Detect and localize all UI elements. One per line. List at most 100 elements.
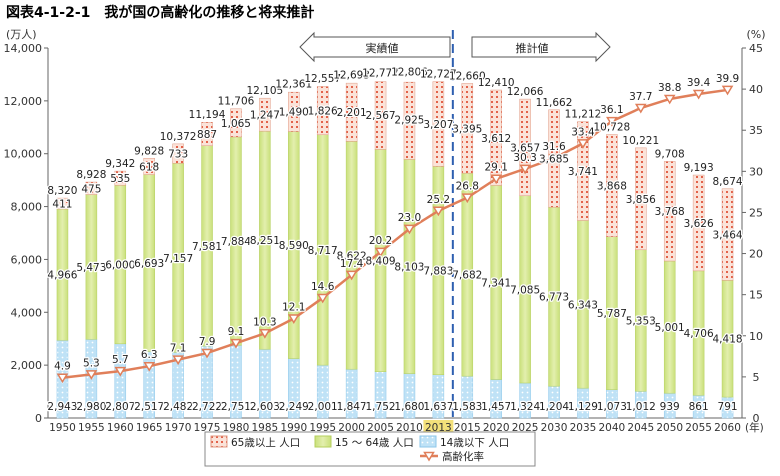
child-value-label: 2,482 [163, 401, 193, 413]
aging-rate-label: 26.8 [456, 181, 479, 193]
working-age-value-label: 6,773 [539, 292, 569, 304]
aging-rate-label: 36.1 [600, 104, 623, 116]
elderly-value-label: 535 [110, 173, 130, 185]
child-value-label: 2,751 [221, 401, 251, 413]
child-value-label: 2,001 [308, 401, 338, 413]
legend-line-marker [423, 451, 435, 462]
bar-elderly [374, 81, 387, 150]
elderly-value-label: 1,490 [279, 106, 309, 118]
total-label: 12,660 [449, 70, 486, 82]
bar-elderly [259, 97, 271, 132]
child-value-label: 1,583 [452, 401, 482, 413]
working-age-value-label: 8,590 [279, 240, 309, 252]
aging-rate-label: 38.8 [658, 82, 681, 94]
aging-rate-point [172, 355, 184, 366]
x-unit-label: (年) [745, 421, 764, 434]
x-tick-label: 2013 [425, 422, 452, 434]
aging-rate-point [519, 164, 531, 175]
y-right-tick-label: 15 [749, 289, 763, 302]
elderly-value-label: 2,925 [394, 115, 424, 127]
child-value-label: 1,752 [366, 401, 396, 413]
aging-rate-label: 23.0 [398, 212, 421, 224]
y-right-tick-label: 20 [749, 248, 763, 261]
aging-rate-label: 12.1 [282, 302, 305, 314]
working-age-value-label: 4,418 [713, 334, 743, 346]
aging-rate-label: 17.4 [340, 258, 364, 270]
bar-elderly [316, 86, 329, 135]
bar-elderly [490, 89, 502, 186]
x-highlight-box [423, 420, 454, 434]
bar-elderly [172, 143, 184, 164]
child-value-label: 1,012 [626, 401, 656, 413]
child-value-label: 2,722 [192, 401, 222, 413]
x-tick-label: 1955 [78, 422, 105, 434]
working-age-value-label: 7,581 [192, 241, 222, 253]
total-label: 12,105 [247, 85, 284, 97]
working-age-value-label: 8,103 [394, 262, 424, 274]
bar-elderly [461, 83, 474, 174]
y-right-tick-label: 0 [753, 412, 760, 425]
total-label: 8,674 [713, 176, 743, 188]
x-tick-label: 1970 [165, 422, 192, 434]
child-value-label: 1,204 [539, 401, 569, 413]
total-label: 8,928 [76, 169, 106, 181]
child-value-label: 2,603 [250, 401, 280, 413]
elderly-value-label: 3,207 [423, 119, 453, 131]
aging-rate-point [548, 153, 560, 164]
aging-rate-point [692, 89, 705, 100]
elderly-value-label: 1,826 [308, 105, 338, 117]
working-age-value-label: 5,473 [76, 262, 106, 274]
working-age-value-label: 4,966 [47, 270, 77, 282]
aging-rate-point [345, 270, 358, 281]
total-label: 12,361 [275, 78, 312, 90]
aging-rate-label: 6.3 [141, 349, 158, 361]
elderly-value-label: 3,868 [597, 181, 627, 193]
aging-rate-line [62, 88, 728, 379]
legend-swatch [314, 435, 332, 448]
working-age-value-label: 8,251 [250, 235, 280, 247]
child-value-label: 1,847 [337, 401, 367, 413]
total-label: 12,777 [362, 67, 399, 79]
y-left-tick-label: 10,000 [4, 148, 43, 161]
aging-rate-label: 7.9 [199, 336, 216, 348]
x-tick-label: 1960 [107, 422, 134, 434]
elderly-value-label: 3,741 [568, 166, 598, 178]
x-tick-label: 2045 [627, 422, 654, 434]
working-age-value-label: 7,884 [221, 236, 251, 248]
working-age-value-label: 6,000 [105, 260, 135, 272]
aging-rate-point [85, 370, 98, 380]
aging-rate-label: 33.4 [571, 126, 595, 138]
aging-rate-label: 5.7 [112, 354, 129, 366]
total-label: 12,727 [420, 69, 457, 81]
working-age-value-label: 5,353 [626, 316, 656, 328]
aging-rate-label: 9.1 [228, 326, 245, 338]
child-value-label: 939 [660, 401, 680, 413]
bar-elderly [345, 82, 358, 142]
elderly-value-label: 3,395 [452, 123, 482, 135]
bar-elderly [432, 81, 445, 167]
child-value-label: 2,980 [76, 401, 106, 413]
working-age-value-label: 7,341 [481, 277, 511, 289]
child-value-label: 1,324 [510, 401, 540, 413]
total-label: 11,706 [218, 96, 255, 108]
elderly-value-label: 1,065 [221, 118, 251, 130]
x-tick-label: 1985 [252, 422, 279, 434]
total-label: 9,342 [105, 158, 135, 170]
elderly-value-label: 1,247 [250, 110, 280, 122]
child-value-label: 2,807 [105, 401, 135, 413]
working-age-value-label: 8,717 [308, 245, 338, 257]
total-label: 11,194 [189, 109, 226, 121]
aging-rate-point [432, 206, 445, 217]
y-right-tick-label: 5 [753, 371, 760, 384]
total-label: 12,066 [507, 86, 544, 98]
x-tick-label: 2040 [599, 422, 626, 434]
elderly-value-label: 3,657 [510, 142, 540, 154]
y-left-tick-label: 14,000 [4, 42, 43, 55]
bar-elderly [519, 98, 531, 197]
child-value-label: 1,637 [423, 401, 453, 413]
legend-label: 65歳以上 人口 [231, 437, 300, 449]
x-tick-label: 2005 [367, 422, 394, 434]
aging-rate-point [634, 103, 647, 114]
elderly-value-label: 887 [197, 129, 217, 141]
